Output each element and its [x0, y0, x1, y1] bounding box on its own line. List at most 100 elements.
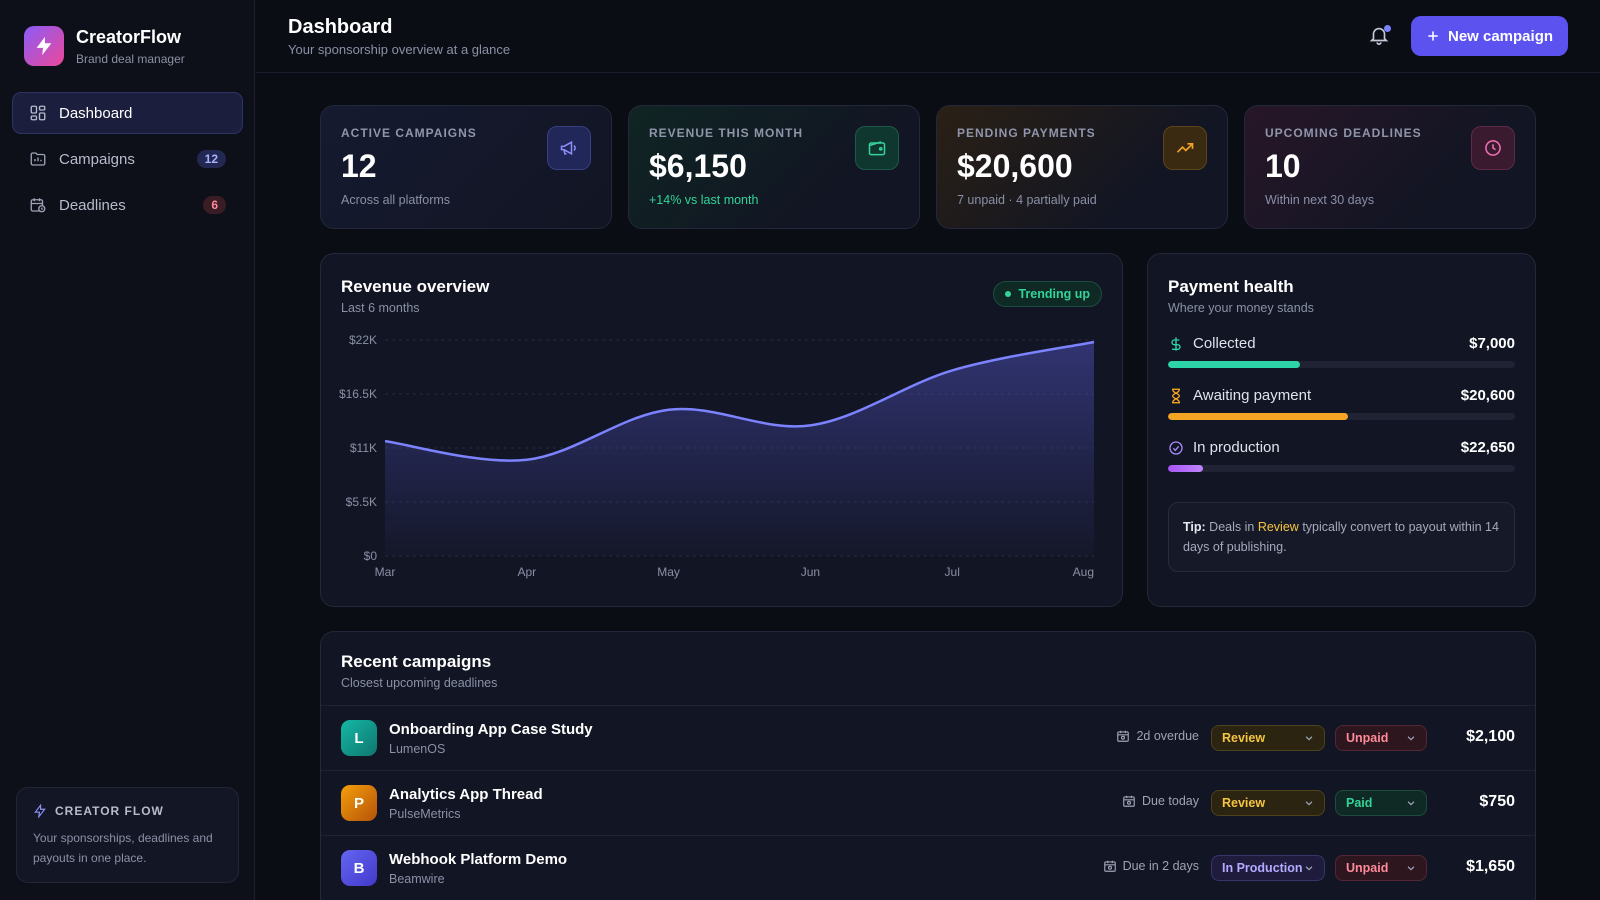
chevron-down-icon: [1407, 801, 1415, 806]
table-row[interactable]: B Webhook Platform Demo Beamwire Due in …: [321, 835, 1535, 900]
calendar-clock-icon: [30, 198, 46, 213]
table-row[interactable]: P Analytics App Thread PulseMetrics Due …: [321, 770, 1535, 835]
campaign-brand: Beamwire: [389, 872, 445, 886]
due-label: 2d overdue: [1136, 729, 1199, 743]
campaign-name: Onboarding App Case Study: [389, 721, 593, 738]
status-select[interactable]: In Production: [1211, 855, 1325, 881]
brand-tagline: Brand deal manager: [76, 51, 185, 66]
calendar-icon: [1117, 730, 1130, 742]
progress-track: [1168, 361, 1515, 368]
deadlines-count-badge: 6: [203, 196, 226, 214]
campaign-brand: LumenOS: [389, 742, 446, 756]
avatar: P: [341, 785, 377, 821]
creator-flow-card: CREATOR FLOW Your sponsorships, deadline…: [16, 787, 239, 883]
stat-revenue-month: REVENUE THIS MONTH $6,150 +14% vs last m…: [628, 105, 920, 229]
y-tick-label: $5.5K: [346, 495, 377, 509]
status-select[interactable]: Review: [1211, 790, 1325, 816]
hourglass-icon: [1171, 388, 1181, 403]
notifications-button[interactable]: [1368, 24, 1392, 48]
stat-foot: Within next 30 days: [1265, 193, 1375, 207]
stat-label: UPCOMING DEADLINES: [1265, 126, 1422, 140]
payment-value: Unpaid: [1346, 861, 1389, 875]
progress-track: [1168, 465, 1515, 472]
clock-icon: [1471, 126, 1515, 170]
campaign-amount: $750: [1479, 793, 1515, 810]
status-select[interactable]: Review: [1211, 725, 1325, 751]
payment-row-value: $22,650: [1460, 439, 1515, 456]
payment-row-collected: Collected $7,000: [1168, 335, 1515, 368]
sidebar-item-dashboard[interactable]: Dashboard: [12, 92, 243, 134]
card-title: CREATOR FLOW: [55, 804, 164, 818]
due-date: 2d overdue: [1116, 729, 1199, 743]
stat-label: REVENUE THIS MONTH: [649, 126, 804, 140]
payment-row-label: Collected: [1193, 335, 1256, 352]
calendar-icon: [1103, 860, 1116, 872]
stat-foot: +14% vs last month: [649, 193, 759, 207]
progress-track: [1168, 413, 1515, 420]
chevron-down-icon: [1305, 801, 1313, 806]
brand-name: CreatorFlow: [76, 26, 182, 47]
due-date: Due today: [1122, 794, 1199, 808]
revenue-overview-panel: Revenue overview Last 6 months Trending …: [320, 253, 1123, 607]
due-label: Due in 2 days: [1122, 859, 1199, 873]
bell-icon: [1369, 27, 1389, 45]
chevron-down-icon: [1305, 736, 1313, 741]
panel-subtitle: Last 6 months: [341, 301, 420, 315]
sidebar-item-campaigns[interactable]: Campaigns 12: [12, 138, 243, 180]
trending-up-badge: Trending up: [993, 281, 1102, 307]
sidebar-nav: Dashboard Campaigns 12 Deadlines 6: [12, 92, 243, 230]
y-tick-label: $16.5K: [339, 387, 377, 401]
stat-upcoming-deadlines: UPCOMING DEADLINES 10 Within next 30 day…: [1244, 105, 1536, 229]
payment-row-label: In production: [1193, 439, 1280, 456]
check-circle-icon: [1169, 440, 1183, 455]
chevron-down-icon: [1407, 736, 1415, 741]
trending-label: Trending up: [1018, 287, 1090, 301]
tip-box: Tip: Deals in Review typically convert t…: [1168, 502, 1515, 572]
sidebar-item-label: Campaigns: [59, 150, 135, 168]
stat-value: 10: [1265, 148, 1301, 184]
panel-title: Revenue overview: [341, 277, 490, 296]
tip-text: typically convert to payout within 14 da…: [1183, 520, 1499, 554]
page-title: Dashboard: [288, 16, 393, 38]
payment-select[interactable]: Paid: [1335, 790, 1427, 816]
revenue-line: [384, 340, 1095, 462]
megaphone-icon: [547, 126, 591, 170]
brand[interactable]: CreatorFlow Brand deal manager: [24, 26, 185, 66]
sidebar-item-label: Dashboard: [59, 104, 133, 122]
payment-select[interactable]: Unpaid: [1335, 855, 1427, 881]
sidebar-item-deadlines[interactable]: Deadlines 6: [12, 184, 243, 226]
x-tick-label: Mar: [375, 565, 396, 579]
tip-prefix: Tip:: [1183, 520, 1206, 534]
stat-active-campaigns: ACTIVE CAMPAIGNS 12 Across all platforms: [320, 105, 612, 229]
new-campaign-button[interactable]: New campaign: [1411, 16, 1568, 56]
calendar-icon: [1123, 795, 1135, 807]
card-text: Your sponsorships, deadlines and payouts…: [33, 831, 213, 865]
table-row[interactable]: L Onboarding App Case Study LumenOS 2d o…: [321, 705, 1535, 770]
progress-fill: [1168, 361, 1300, 368]
y-tick-label: $0: [364, 549, 378, 563]
x-tick-label: Apr: [517, 565, 536, 579]
due-date: Due in 2 days: [1103, 859, 1199, 873]
revenue-area: [385, 341, 1094, 556]
revenue-chart: $22K $16.5K $11K $5.5K $0 Mar Apr May Jun Jul Aug: [339, 333, 1095, 579]
tip-text: Deals in: [1209, 520, 1255, 534]
avatar: L: [341, 720, 377, 756]
payment-health-panel: Payment health Where your money stands C…: [1147, 253, 1536, 607]
dollar-icon: [1171, 336, 1181, 351]
sidebar: CreatorFlow Brand deal manager Dashboard…: [0, 0, 255, 900]
payment-value: Unpaid: [1346, 731, 1389, 745]
chevron-down-icon: [1305, 866, 1313, 871]
panel-subtitle: Where your money stands: [1168, 301, 1314, 315]
payment-row-value: $20,600: [1460, 387, 1515, 404]
stat-label: ACTIVE CAMPAIGNS: [341, 126, 477, 140]
y-tick-label: $22K: [349, 333, 377, 347]
x-tick-label: Jul: [945, 565, 960, 579]
payment-row-value: $7,000: [1469, 335, 1515, 352]
stat-value: $6,150: [649, 148, 747, 184]
chevron-down-icon: [1407, 866, 1415, 871]
stat-label: PENDING PAYMENTS: [957, 126, 1096, 140]
campaign-name: Analytics App Thread: [389, 786, 543, 803]
payment-select[interactable]: Unpaid: [1335, 725, 1427, 751]
panel-subtitle: Closest upcoming deadlines: [341, 676, 498, 690]
panel-title: Recent campaigns: [341, 652, 492, 671]
